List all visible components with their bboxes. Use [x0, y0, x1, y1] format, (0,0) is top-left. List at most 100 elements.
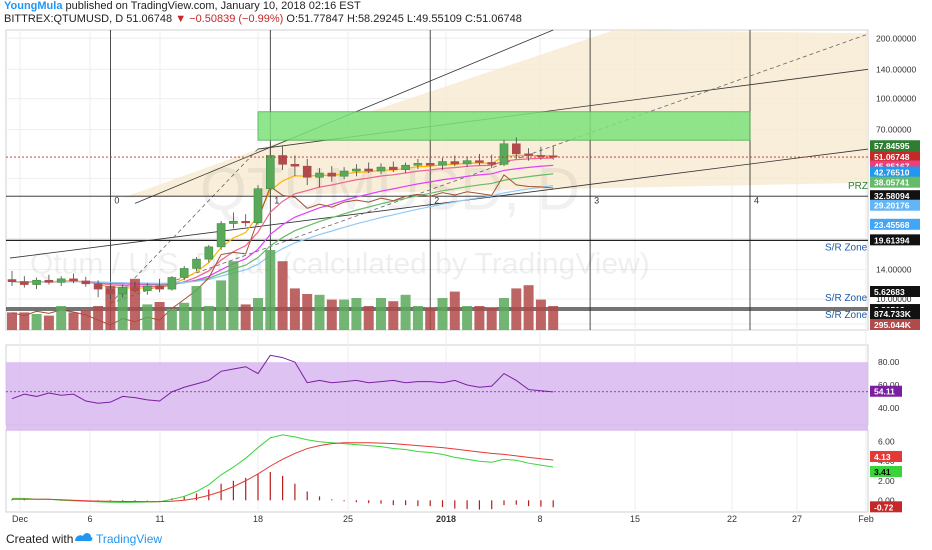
volume-bar [363, 306, 374, 330]
down-triangle-icon: ▼ [175, 13, 187, 25]
price-label-box [870, 218, 920, 230]
price-label-box [870, 151, 920, 163]
volume-bar [351, 298, 362, 330]
volume-bar [499, 298, 509, 330]
tradingview-brand[interactable]: TradingView [96, 532, 163, 546]
rsi-value-box [870, 385, 902, 397]
published-text: published on TradingView.com, January 10… [65, 0, 361, 12]
volume-bar [166, 309, 177, 330]
candle [487, 162, 497, 165]
moving-average-line [11, 185, 554, 285]
candle [19, 281, 29, 285]
price-label-box [870, 286, 920, 297]
candle [229, 221, 238, 224]
symbol-line: BITTREX:QTUMUSD, D 51.06748 ▼ −0.50839 (… [4, 13, 924, 26]
price-label: 38.05741 [874, 178, 910, 188]
volume-bar [339, 299, 350, 330]
sr-zone-label: S/R Zone [825, 242, 868, 253]
x-tick-label: Dec [12, 514, 29, 524]
price-label: 32.58094 [874, 191, 910, 201]
candle [475, 160, 484, 163]
price-label: 57.84595 [874, 141, 910, 151]
volume-label: 295.044K [874, 320, 912, 330]
price-label: 42.76510 [874, 168, 910, 178]
macd-signal-line [12, 442, 554, 503]
x-tick-label: 27 [792, 514, 802, 524]
price-label: 23.45568 [874, 220, 910, 230]
last-price: 51.06748 [126, 13, 173, 25]
candle [253, 188, 263, 224]
rsi-value-label: 54.11 [874, 387, 895, 397]
ohlc-values: O:51.77847 H:58.29245 L:49.55109 C:51.06… [286, 13, 522, 25]
x-tick-label: 18 [253, 514, 263, 524]
x-tick-label: 15 [630, 514, 640, 524]
volume-bar [130, 278, 140, 330]
candle [413, 163, 423, 166]
macd-pane [5, 429, 869, 513]
fib-label: 0 [114, 195, 119, 205]
volume-bar [191, 286, 202, 330]
volume-bar [449, 291, 460, 330]
price-label-box [870, 190, 920, 202]
candle [302, 165, 312, 178]
volume-bar [105, 286, 116, 330]
green-zone [257, 111, 751, 141]
candle [290, 164, 300, 167]
fib-label: 4 [754, 195, 759, 205]
macd-value-box [870, 501, 902, 513]
volume-bar [240, 304, 251, 330]
price-label: 45.85167 [874, 161, 910, 171]
volume-bar [203, 306, 214, 330]
candle [524, 153, 533, 156]
candle [155, 285, 164, 290]
x-tick-label: 8 [537, 514, 542, 524]
volume-label: 874.733K [874, 309, 912, 319]
fib-label: 3 [594, 195, 599, 205]
y-tick-label: 100.00000 [876, 94, 916, 104]
macd-tick-label: 0.00 [878, 495, 895, 505]
volume-bar [277, 261, 288, 330]
x-tick-label: 25 [343, 514, 353, 524]
volume-bar [7, 312, 17, 330]
y-tick-label: 140.00000 [876, 64, 916, 74]
candle [511, 143, 521, 155]
candle [241, 221, 250, 224]
volume-bar [511, 288, 522, 330]
price-label: 29.20176 [874, 201, 910, 211]
candle [106, 288, 115, 295]
volume-bar [474, 306, 485, 330]
watermark-name: Qtum / U.S. Dollar (calculated by Tradin… [30, 248, 650, 281]
macd-value-box [870, 450, 902, 462]
volume-bar [117, 286, 128, 330]
price-label: 51.06748 [874, 152, 910, 162]
volume-bar [326, 299, 337, 330]
prz-label: PRZ [848, 181, 868, 192]
sr-zone-label: S/R Zone [825, 310, 868, 321]
candle [265, 155, 275, 190]
candle [376, 166, 386, 172]
author-name[interactable]: YoungMula [4, 0, 63, 12]
channel-mid [110, 33, 869, 304]
footer-bar: Created with TradingView [0, 528, 932, 550]
candle [536, 155, 546, 157]
price-label-box [870, 160, 920, 172]
candle [130, 287, 140, 291]
volume-bar [388, 301, 399, 330]
tradingview-logo-icon [72, 529, 94, 545]
macd-value-label: -0.72 [874, 502, 894, 512]
candle [315, 172, 324, 178]
price-change: −0.50839 (−0.99%) [189, 13, 284, 25]
macd-value-box [870, 465, 902, 477]
candle [32, 279, 41, 285]
candle [93, 283, 103, 290]
y-tick-label: 70.00000 [876, 125, 912, 135]
x-tick-label: 22 [727, 514, 737, 524]
candle [192, 258, 201, 269]
candle [204, 246, 214, 260]
candle [548, 155, 558, 158]
volume-bar [68, 312, 79, 330]
fib-label: 1 [274, 195, 279, 205]
created-with-text: Created with [6, 532, 74, 546]
candle [450, 161, 460, 165]
